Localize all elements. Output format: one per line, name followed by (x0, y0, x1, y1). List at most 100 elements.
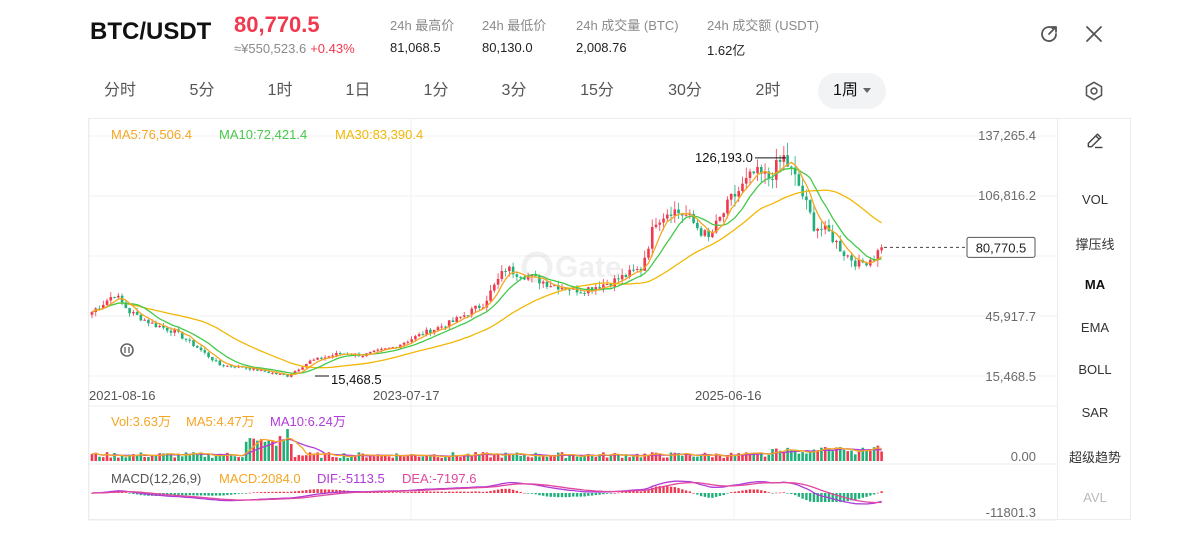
volume-bar (752, 452, 756, 461)
replay-icon[interactable] (120, 343, 134, 357)
candle-body (605, 284, 609, 286)
volume-bar (105, 452, 109, 461)
macd-bar (429, 491, 432, 493)
candle-body (654, 224, 658, 227)
pencil-icon[interactable] (1085, 130, 1105, 150)
tab-timeframe-30m[interactable]: 30分 (668, 82, 702, 99)
macd-bar (748, 489, 752, 493)
macd-bar (432, 491, 436, 493)
candle-body (466, 315, 470, 317)
candle-body (838, 240, 842, 252)
dif-value: DIF:-5113.5 (317, 471, 385, 486)
macd-bar (824, 493, 827, 502)
tab-timeframe-5m[interactable]: 5分 (189, 82, 215, 99)
macd-bar (233, 493, 237, 495)
candle-body (477, 305, 481, 308)
volume-bar (447, 456, 451, 461)
candle-body (203, 350, 207, 353)
candle-body (199, 347, 203, 351)
close-icon[interactable] (1082, 22, 1106, 46)
macd-bar (519, 491, 522, 493)
volume-bar (741, 454, 744, 461)
current-price-box (966, 236, 1036, 258)
volume-bar (729, 452, 733, 461)
macd-bar (613, 492, 616, 494)
volume-bar (778, 450, 782, 461)
macd-bar (839, 493, 842, 502)
macd-bar (222, 493, 225, 496)
macd-bar (229, 493, 233, 495)
volume-bar (869, 449, 872, 461)
tab-timeframe-3m[interactable]: 3分 (501, 82, 527, 99)
volume-bar (805, 453, 808, 461)
refresh-link-icon[interactable] (1037, 22, 1061, 46)
macd-value: MACD:2084.0 (219, 471, 301, 486)
tab-timeframe-1w[interactable]: 1周 (818, 73, 886, 109)
tab-timeframe-fenshi[interactable]: 分时 (103, 82, 136, 99)
macd-bar (741, 490, 744, 493)
indicator-support-resistance[interactable]: 撑压线 (1075, 237, 1115, 252)
tab-timeframe-2h[interactable]: 2时 (755, 82, 781, 99)
indicator-ma[interactable]: MA (1084, 277, 1106, 292)
volume-bar (203, 456, 207, 461)
volume-bar (643, 453, 647, 461)
chart-area[interactable]: Gate MA5:76,506.4 MA10:72,421.4 MA30:83,… (88, 118, 1131, 522)
volume-bar (763, 456, 767, 461)
candle-body (173, 329, 177, 333)
macd-bar (714, 493, 718, 497)
volume-bar (417, 456, 421, 461)
macd-bar (579, 493, 582, 497)
candle-body (880, 247, 883, 251)
tab-timeframe-1d[interactable]: 1日 (345, 82, 371, 99)
macd-bar (778, 492, 782, 494)
indicator-vol[interactable]: VOL (1081, 192, 1108, 207)
macd-bar (331, 489, 334, 493)
volume-bar (553, 454, 556, 461)
volume-bar (199, 452, 203, 461)
candle-body (763, 171, 767, 174)
tab-timeframe-1h[interactable]: 1时 (267, 82, 293, 99)
candle-body (320, 357, 323, 359)
tab-timeframe-1m[interactable]: 1分 (423, 82, 449, 99)
macd-bar (782, 492, 786, 493)
candle-body (737, 191, 741, 197)
volume-bar (267, 440, 271, 461)
indicator-avl[interactable]: AVL (1083, 490, 1107, 505)
macd-bar (218, 493, 222, 496)
candlestick-chart[interactable]: Gate MA5:76,506.4 MA10:72,421.4 MA30:83,… (88, 119, 1057, 522)
candle-body (831, 231, 835, 243)
stat-value: 1.62亿 (707, 43, 746, 58)
volume-bar (162, 453, 165, 461)
indicator-boll[interactable]: BOLL (1078, 362, 1112, 377)
volume-bar (545, 456, 549, 461)
indicator-sar[interactable]: SAR (1081, 405, 1109, 420)
ma5-line (91, 161, 883, 376)
volume-bar (444, 456, 447, 461)
macd-bar (214, 493, 218, 496)
macd-bar (699, 493, 703, 497)
macd-bar (226, 493, 229, 496)
tab-timeframe-15m[interactable]: 15分 (580, 82, 614, 99)
volume-bar (632, 456, 635, 461)
stat-24h-low: 24h 最低价 80,130.0 (482, 15, 546, 55)
candle-body (459, 316, 462, 318)
volume-bar (128, 454, 131, 461)
candle-body (150, 322, 154, 324)
candle-body (286, 374, 289, 377)
macd-bar (545, 493, 549, 497)
volume-bar (222, 455, 225, 461)
candle-body (583, 292, 586, 294)
volume-bar (402, 456, 406, 461)
macd-bar (820, 493, 823, 502)
macd-bar (530, 493, 534, 494)
indicator-supertrend[interactable]: 超级趋势 (1068, 450, 1121, 465)
candle-body (195, 346, 199, 348)
candle-body (271, 372, 274, 374)
macd-bar (323, 489, 327, 493)
candle-body (617, 278, 620, 280)
volume-bar (673, 452, 677, 461)
settings-icon[interactable] (1083, 80, 1105, 102)
macd-bar (861, 493, 864, 498)
indicator-ema[interactable]: EMA (1080, 320, 1110, 335)
macd-bar (654, 486, 658, 493)
